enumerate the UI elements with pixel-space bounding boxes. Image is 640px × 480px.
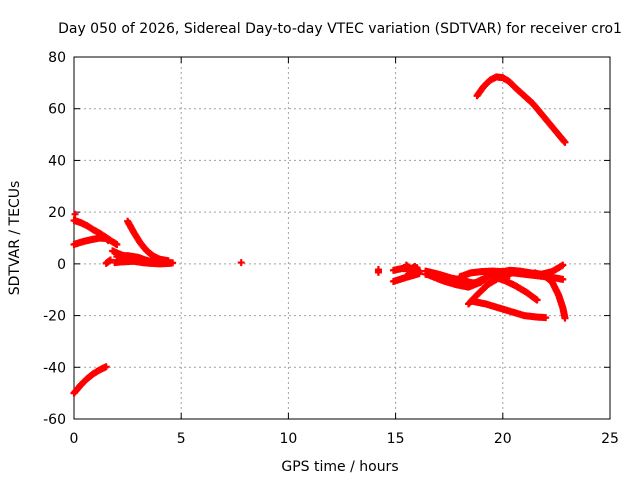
- data-point: [164, 257, 172, 265]
- series-arc-14: [402, 261, 423, 278]
- series-arc-9: [113, 252, 153, 265]
- series-arc-21: [469, 297, 550, 322]
- data-point: [106, 256, 114, 264]
- y-tick-label: -40: [43, 360, 66, 376]
- series-arc-10: [237, 259, 245, 267]
- x-tick-label: 25: [601, 431, 619, 447]
- series-arc-23: [531, 269, 569, 322]
- chart-title: Day 050 of 2026, Sidereal Day-to-day VTE…: [58, 21, 622, 37]
- y-tick-labels: -60 -40 -20 0 20 40 60 80: [43, 50, 66, 428]
- data-point: [542, 314, 550, 322]
- x-tick-labels: 0 5 10 15 20 25: [70, 431, 619, 447]
- series-arc-22: [490, 273, 541, 304]
- series-arc-3: [71, 210, 79, 218]
- y-tick-label: -20: [43, 309, 66, 325]
- data-point: [145, 257, 153, 265]
- x-tick-label: 15: [387, 431, 405, 447]
- x-tick-label: 10: [279, 431, 297, 447]
- grid: [74, 57, 610, 419]
- plot-frame: [73, 56, 611, 420]
- series-arc-24: [473, 73, 569, 146]
- series-arc-4: [70, 363, 110, 397]
- data-point: [102, 363, 110, 371]
- x-tick-label: 0: [70, 431, 79, 447]
- y-axis-label: SDTVAR / TECUs: [7, 181, 23, 296]
- data-marks: [70, 73, 569, 397]
- axis-ticks: [73, 56, 611, 420]
- y-tick-label: 20: [48, 205, 66, 221]
- y-tick-label: 40: [48, 153, 66, 169]
- y-tick-label: 0: [57, 257, 66, 273]
- y-tick-label: -60: [43, 412, 66, 428]
- x-axis-label: GPS time / hours: [281, 459, 398, 475]
- data-point: [71, 210, 79, 218]
- y-tick-label: 60: [48, 102, 66, 118]
- data-point: [559, 275, 567, 283]
- series-arc-11: [374, 266, 382, 276]
- data-point: [237, 259, 245, 267]
- data-point: [559, 261, 567, 269]
- data-point: [561, 138, 569, 146]
- y-tick-label: 80: [48, 50, 66, 66]
- data-point: [413, 264, 421, 272]
- data-point: [113, 240, 121, 248]
- series-arc-5: [102, 256, 114, 267]
- data-point: [505, 271, 513, 279]
- series-arc-8: [124, 217, 172, 265]
- series-arc-2: [70, 234, 112, 248]
- data-point: [561, 314, 569, 322]
- x-tick-label: 5: [177, 431, 186, 447]
- data-point: [533, 296, 541, 304]
- x-tick-label: 20: [494, 431, 512, 447]
- data-point: [104, 237, 112, 245]
- data-point: [374, 268, 382, 276]
